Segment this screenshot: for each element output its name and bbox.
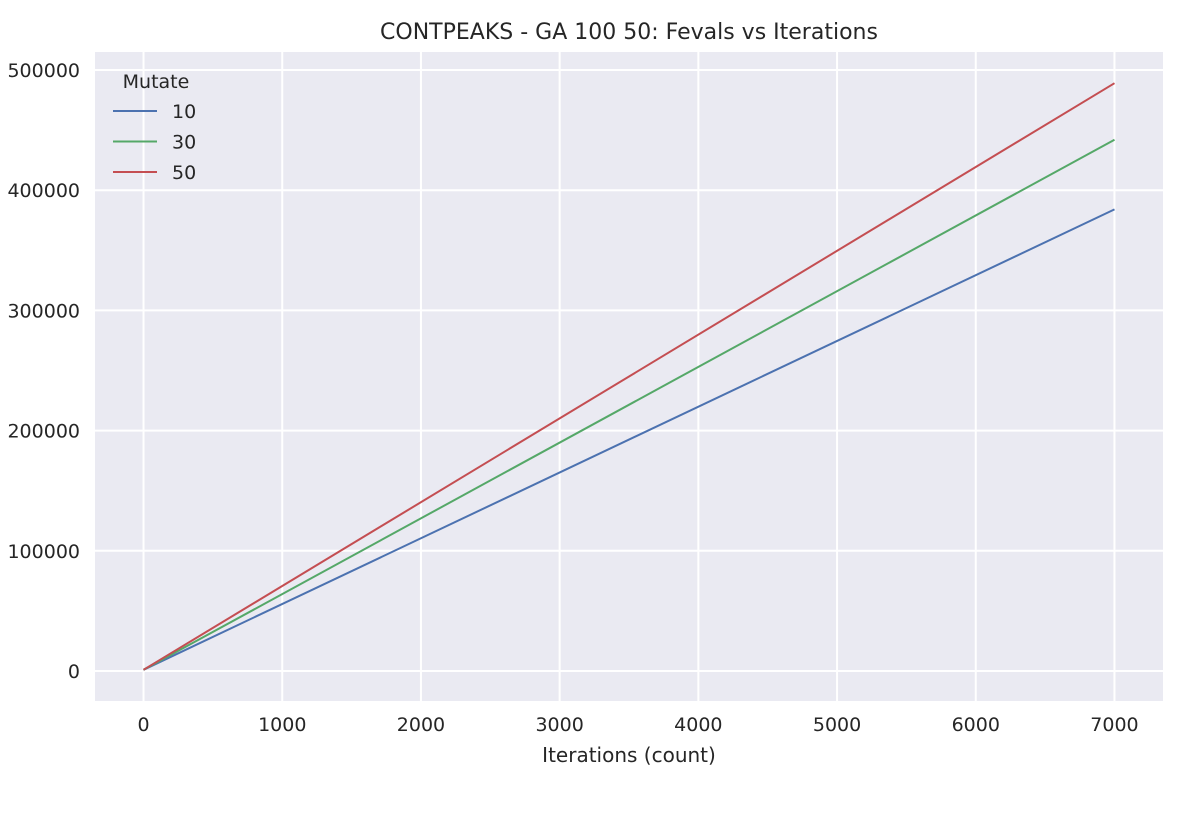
- series-line-30: [143, 138, 1115, 671]
- x-tick-label: 5000: [813, 714, 861, 736]
- x-tick-label: 2000: [397, 714, 445, 736]
- legend-title: Mutate: [123, 71, 190, 93]
- series-line-50: [142, 82, 1116, 671]
- x-tick-label: 7000: [1090, 714, 1138, 736]
- x-tick-label: 0: [137, 714, 149, 736]
- x-tick-label: 6000: [952, 714, 1000, 736]
- y-tick-label: 500000: [7, 60, 80, 82]
- x-axis-ticks: 0 1000 2000 3000 4000 5000 6000 7000: [137, 714, 1138, 736]
- series-line-10: [143, 208, 1115, 671]
- legend-label-10: 10: [172, 101, 196, 123]
- y-tick-label: 400000: [7, 180, 80, 202]
- x-axis-label: Iterations (count): [542, 743, 716, 767]
- y-axis-ticks: 0 100000 200000 300000 400000 500000: [7, 60, 80, 683]
- series-lines: [142, 82, 1116, 671]
- legend: Mutate 10 30 50: [113, 71, 196, 184]
- legend-label-50: 50: [172, 162, 196, 184]
- y-tick-label: 100000: [7, 541, 80, 563]
- grid-lines: [95, 52, 1163, 701]
- x-tick-label: 4000: [674, 714, 722, 736]
- y-tick-label: 300000: [7, 300, 80, 322]
- legend-label-30: 30: [172, 132, 196, 154]
- x-tick-label: 1000: [258, 714, 306, 736]
- y-tick-label: 0: [68, 661, 80, 683]
- chart-title: CONTPEAKS - GA 100 50: Fevals vs Iterati…: [380, 20, 878, 45]
- x-tick-label: 3000: [535, 714, 583, 736]
- y-tick-label: 200000: [7, 421, 80, 443]
